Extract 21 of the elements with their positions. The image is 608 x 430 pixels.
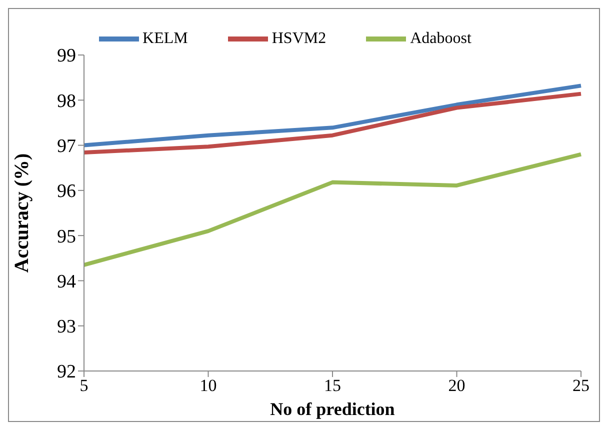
y-tick-label: 94 <box>57 271 76 292</box>
x-tick-label: 25 <box>572 376 590 396</box>
y-tick-label: 99 <box>57 46 76 67</box>
y-tick-label: 95 <box>57 226 76 248</box>
x-tick-label: 15 <box>324 376 341 396</box>
y-tick-label: 93 <box>57 316 76 338</box>
y-tick-label: 92 <box>57 362 76 383</box>
y-tick-label: 97 <box>57 136 76 158</box>
x-tick-label: 20 <box>448 376 466 396</box>
x-tick-label: 10 <box>200 376 217 396</box>
line-series <box>82 84 583 148</box>
y-axis-title: Accuracy (%) <box>11 153 34 273</box>
line-series <box>82 92 583 155</box>
legend-label: HSVM2 <box>272 30 326 47</box>
legend-label: KELM <box>142 30 188 47</box>
y-tick-label: 98 <box>57 90 76 112</box>
legend-label: Adaboost <box>410 30 472 47</box>
line-series <box>82 152 583 267</box>
y-tick-label: 96 <box>57 181 76 202</box>
x-axis-title: No of prediction <box>270 399 395 419</box>
x-tick-label: 5 <box>80 376 88 396</box>
